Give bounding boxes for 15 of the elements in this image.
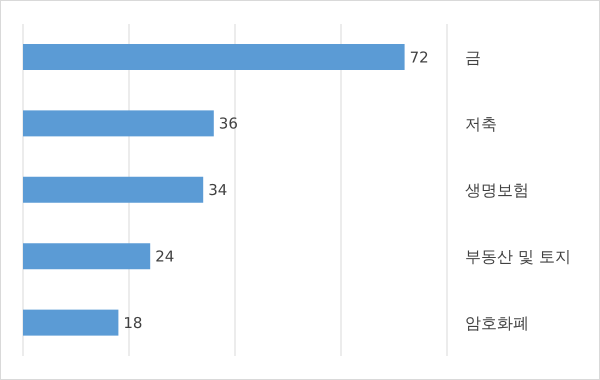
bar	[23, 310, 118, 336]
data-label: 36	[218, 114, 238, 133]
data-label: 34	[208, 181, 228, 200]
bar	[23, 243, 150, 270]
data-label: 72	[410, 48, 429, 66]
data-label: 24	[155, 248, 174, 266]
bar	[23, 44, 405, 70]
y-tick-label: 부동산 및 토지	[465, 247, 572, 266]
y-tick-label: 저축	[465, 114, 497, 134]
bar	[23, 176, 204, 203]
bar	[23, 110, 214, 136]
y-tick-label: 금	[465, 48, 481, 67]
y-tick-label: 생명보험	[465, 180, 529, 200]
data-label: 18	[123, 314, 142, 332]
y-tick-label: 암호화폐	[465, 313, 529, 332]
